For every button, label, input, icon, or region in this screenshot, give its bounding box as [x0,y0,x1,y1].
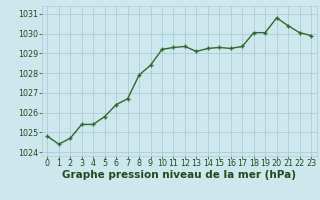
X-axis label: Graphe pression niveau de la mer (hPa): Graphe pression niveau de la mer (hPa) [62,170,296,180]
